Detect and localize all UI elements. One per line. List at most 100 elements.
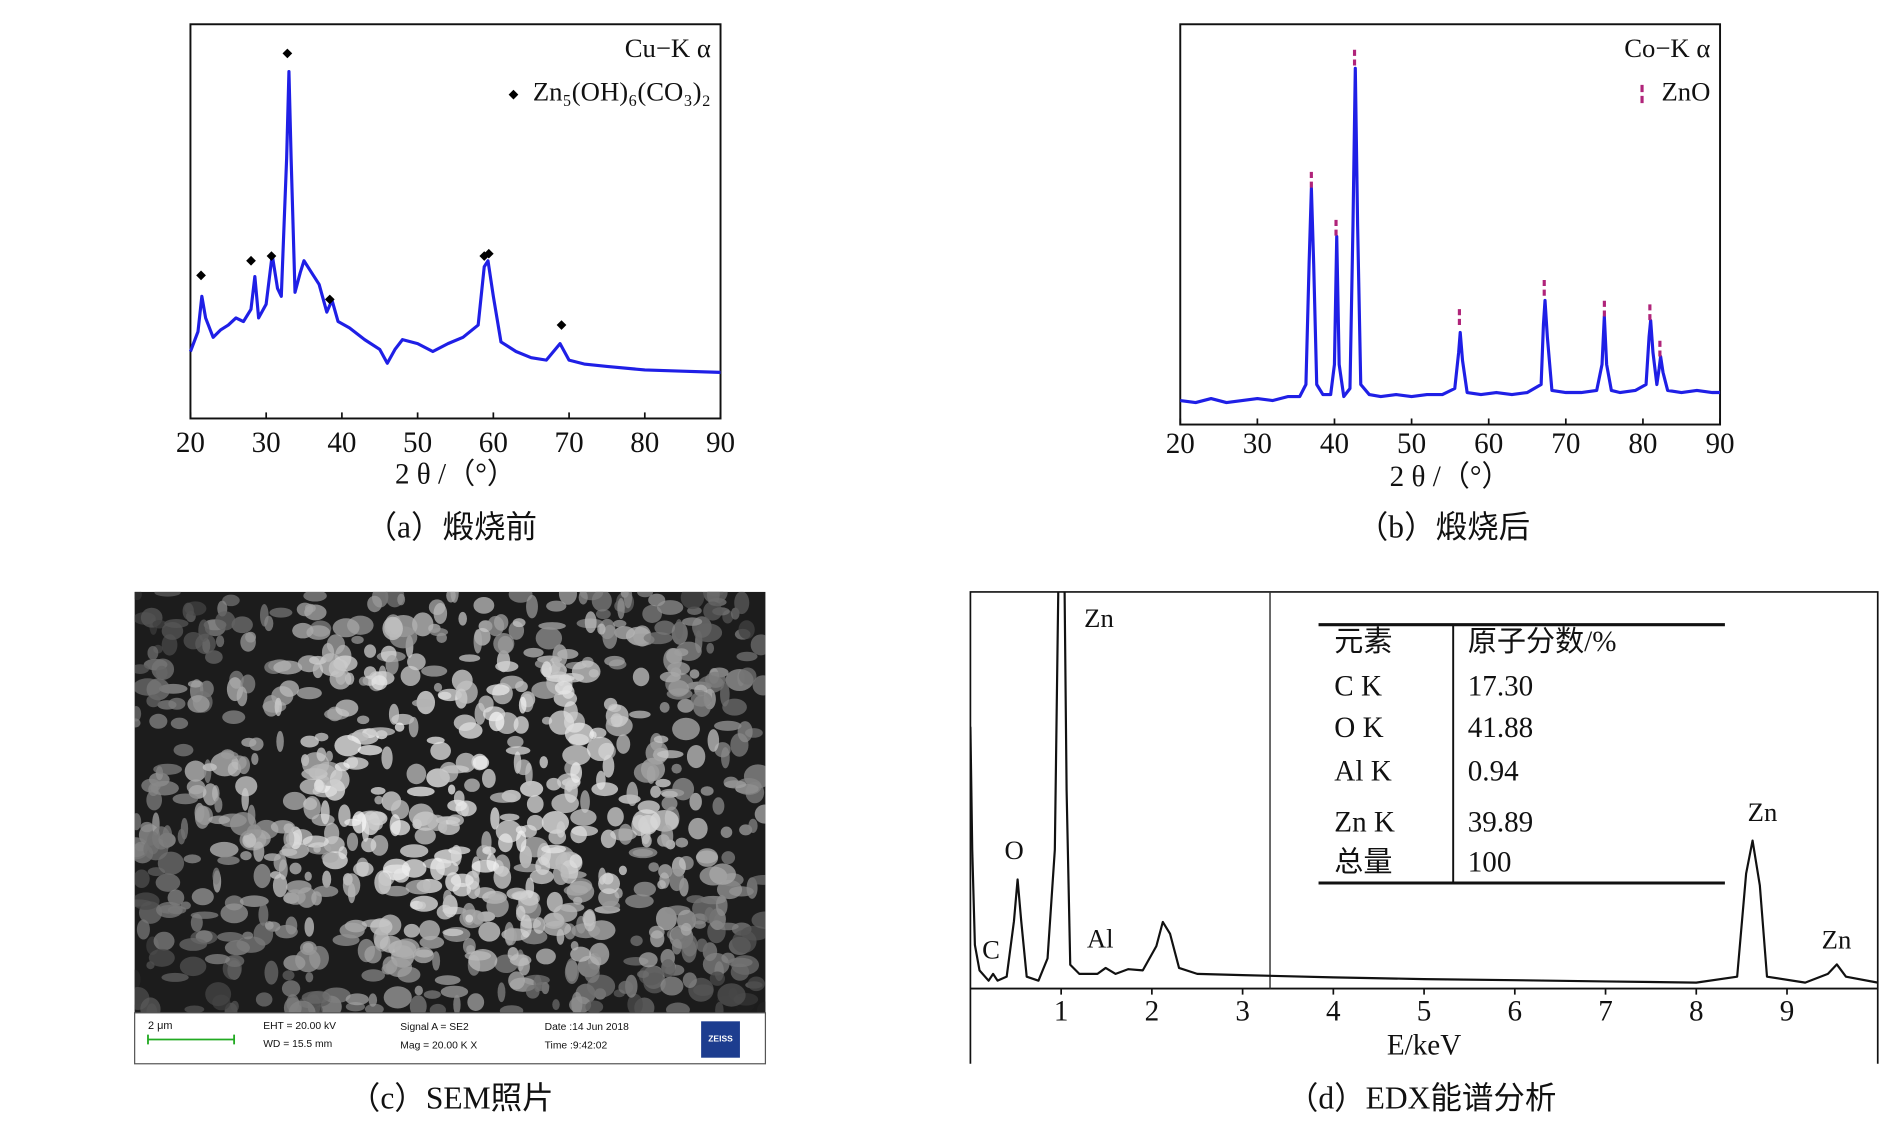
sem-grain bbox=[598, 873, 621, 895]
sem-grain bbox=[316, 747, 327, 762]
sem-grain bbox=[357, 745, 383, 756]
sem-grain bbox=[230, 811, 257, 836]
sem-grain bbox=[167, 889, 185, 907]
radiation-label: Cu−K α bbox=[625, 33, 711, 63]
sem-grain bbox=[421, 665, 448, 677]
sem-grain bbox=[750, 634, 766, 656]
chart-panel: 1 2 3 4 5 6 7 8 9 E/keV （d）EDX能谱分析 Zn O C Al Zn Zn 元素 原子分数… bbox=[969, 591, 1879, 1116]
sem-grain bbox=[750, 874, 766, 885]
x-tick-label: 9 bbox=[1780, 996, 1795, 1028]
sem-grain bbox=[571, 660, 601, 683]
sem-grain bbox=[661, 796, 678, 811]
sem-grain bbox=[747, 976, 765, 992]
sem-grain bbox=[187, 680, 204, 688]
sem-grain bbox=[655, 778, 671, 788]
sem-grain bbox=[462, 937, 476, 955]
sem-grain bbox=[548, 710, 575, 735]
sem-grain bbox=[357, 715, 370, 725]
table-cell: 17.30 bbox=[1468, 671, 1534, 703]
sem-grain bbox=[215, 611, 236, 631]
sem-grain bbox=[134, 813, 142, 831]
sem-info: Date :14 Jun 2018 bbox=[545, 1022, 629, 1033]
peak-label: Zn bbox=[1084, 603, 1114, 633]
sem-grain bbox=[629, 710, 651, 719]
sem-grain bbox=[660, 959, 676, 978]
sem-grain bbox=[488, 711, 505, 732]
sem-grain bbox=[546, 600, 567, 612]
sem-grain bbox=[304, 871, 312, 882]
sem-grain bbox=[134, 718, 141, 728]
peak-label: C bbox=[982, 934, 1000, 964]
sem-grain bbox=[191, 888, 214, 906]
sem-grain bbox=[737, 721, 753, 743]
sem-grain bbox=[541, 844, 567, 854]
sem-grain bbox=[364, 945, 382, 964]
x-tick-label: 3 bbox=[1235, 996, 1250, 1028]
sem-grain bbox=[633, 762, 660, 783]
sem-grain bbox=[604, 655, 625, 667]
sem-grain bbox=[419, 935, 445, 949]
sem-grain bbox=[366, 727, 396, 737]
radiation-label: Co−K α bbox=[1624, 33, 1710, 63]
sem-grain bbox=[489, 792, 517, 803]
sem-grain bbox=[705, 671, 726, 688]
sem-grain bbox=[276, 730, 284, 752]
sem-grain bbox=[455, 680, 478, 704]
sem-grain bbox=[433, 602, 448, 624]
sem-grain bbox=[136, 919, 150, 940]
sem-grain bbox=[548, 829, 567, 845]
table-cell: Al K bbox=[1334, 756, 1391, 788]
sem-grain bbox=[459, 654, 481, 662]
sem-grain bbox=[164, 619, 189, 628]
x-tick-label: 40 bbox=[327, 427, 356, 459]
sem-grain bbox=[591, 591, 612, 612]
sem-grain bbox=[433, 682, 443, 692]
sem-grain bbox=[187, 695, 210, 713]
sem-grain bbox=[553, 690, 578, 707]
sem-grain bbox=[632, 849, 654, 857]
sem-grain bbox=[721, 851, 736, 865]
sem-grain bbox=[322, 987, 351, 1004]
sem-grain bbox=[269, 607, 293, 618]
sem-grain bbox=[508, 591, 533, 603]
table-cell: 0.94 bbox=[1468, 756, 1519, 788]
x-axis-label: E/keV bbox=[1387, 1030, 1461, 1062]
sem-grain bbox=[412, 612, 434, 637]
sem-grain bbox=[309, 655, 327, 665]
sem-grain bbox=[595, 609, 611, 620]
table-cell: Zn K bbox=[1334, 806, 1395, 838]
logo: ZEISS bbox=[708, 1034, 733, 1044]
sem-grain bbox=[736, 651, 758, 662]
chart-panel: 20 30 40 50 60 70 80 90 2 θ /（°） （a）煅烧前 Zn₅(OH)₆(C… bbox=[176, 23, 735, 544]
sem-grain bbox=[253, 841, 265, 862]
sem-grain bbox=[669, 868, 685, 892]
sem-grain bbox=[217, 751, 239, 761]
sem-grain bbox=[241, 787, 249, 811]
sem-grain bbox=[467, 993, 485, 1011]
sem-grain bbox=[703, 601, 723, 621]
sem-grain bbox=[236, 686, 248, 707]
sem-grain bbox=[450, 844, 462, 867]
sem-grain bbox=[177, 828, 186, 845]
sem-grain bbox=[184, 760, 207, 782]
legend-label: Zn₅(OH)₆(CO₃)₂ bbox=[533, 77, 711, 107]
sem-grain bbox=[700, 786, 714, 796]
sem-grain bbox=[240, 851, 252, 861]
sem-grain bbox=[258, 903, 269, 926]
legend-label: ZnO bbox=[1661, 77, 1710, 107]
sem-grain bbox=[183, 854, 201, 864]
sem-grain bbox=[570, 762, 583, 783]
sem-grain bbox=[406, 786, 435, 797]
sem-grain bbox=[209, 841, 239, 858]
sem-grain bbox=[686, 745, 706, 769]
sem-grain bbox=[617, 598, 625, 620]
sem-grain bbox=[482, 846, 496, 855]
sem-grain bbox=[140, 821, 154, 833]
sem-grain bbox=[435, 860, 459, 876]
sem-grain bbox=[300, 735, 319, 748]
sem-grain bbox=[715, 895, 728, 917]
peak-label: Zn bbox=[1748, 797, 1778, 827]
sem-grain bbox=[134, 664, 150, 674]
sem-grain bbox=[551, 793, 579, 814]
